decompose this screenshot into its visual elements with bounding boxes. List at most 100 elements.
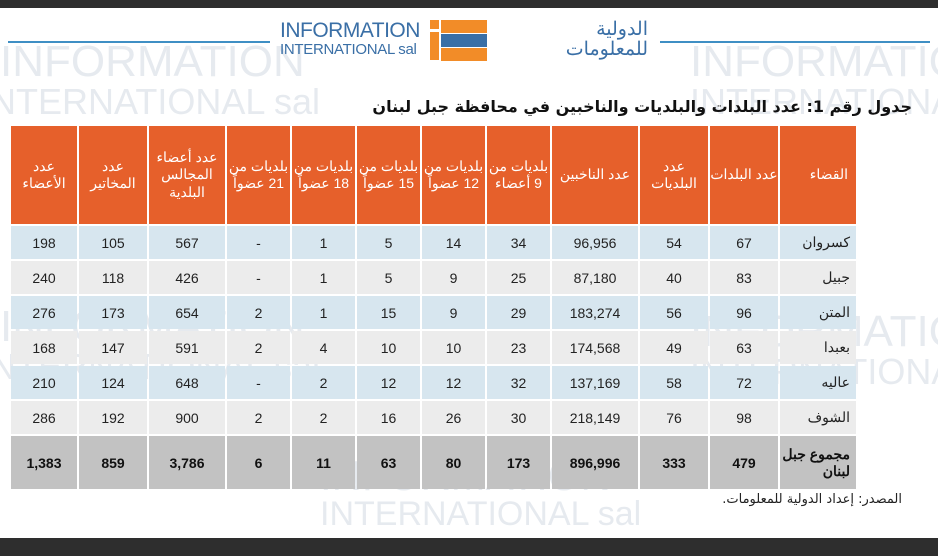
table-cell: 34 xyxy=(487,226,550,259)
table-cell: 210 xyxy=(11,366,77,399)
source-note: المصدر: إعداد الدولية للمعلومات. xyxy=(722,492,902,507)
column-header: بلديات من 15 عضواً xyxy=(357,126,420,224)
table-cell: 276 xyxy=(11,296,77,329)
table-cell: كسروان xyxy=(780,226,856,259)
table-cell: 49 xyxy=(640,331,708,364)
column-header: بلديات من 18 عضواً xyxy=(292,126,355,224)
table-row: عاليه 72 58 137,169 32 12 12 2 - 648 124… xyxy=(11,366,856,399)
logo-text-en: INFORMATION INTERNATIONAL sal xyxy=(280,19,420,58)
header-rule-left xyxy=(8,41,270,43)
table-cell: 1 xyxy=(292,261,355,294)
table-cell: 118 xyxy=(79,261,147,294)
table-cell: جبيل xyxy=(780,261,856,294)
bottom-border xyxy=(0,538,938,556)
table-cell: - xyxy=(227,261,290,294)
table-cell: 67 xyxy=(710,226,778,259)
table-cell: 174,568 xyxy=(552,331,638,364)
table-cell: 40 xyxy=(640,261,708,294)
table-cell: 1,383 xyxy=(11,436,77,489)
table-cell: 32 xyxy=(487,366,550,399)
table-cell: 96 xyxy=(710,296,778,329)
table-cell: 147 xyxy=(79,331,147,364)
table-cell: 286 xyxy=(11,401,77,434)
table-cell: 2 xyxy=(227,331,290,364)
table-cell: 426 xyxy=(149,261,225,294)
table-cell: 83 xyxy=(710,261,778,294)
table-cell: 76 xyxy=(640,401,708,434)
table-cell: 105 xyxy=(79,226,147,259)
column-header: عدد الأعضاء xyxy=(11,126,77,224)
table-cell: 23 xyxy=(487,331,550,364)
table-cell: 333 xyxy=(640,436,708,489)
table-cell: 56 xyxy=(640,296,708,329)
table-cell: 168 xyxy=(11,331,77,364)
table-cell: 25 xyxy=(487,261,550,294)
table-cell: بعبدا xyxy=(780,331,856,364)
table-cell: 2 xyxy=(227,296,290,329)
table-cell: 72 xyxy=(710,366,778,399)
table-cell: 218,149 xyxy=(552,401,638,434)
table-cell: 58 xyxy=(640,366,708,399)
table-cell: الشوف xyxy=(780,401,856,434)
table-cell: 192 xyxy=(79,401,147,434)
table-cell: 15 xyxy=(357,296,420,329)
total-row: مجموع جبل لبنان 479 333 896,996 173 80 6… xyxy=(11,436,856,489)
top-border xyxy=(0,0,938,8)
table-cell: 9 xyxy=(422,296,485,329)
table-cell: 648 xyxy=(149,366,225,399)
header-rule-right xyxy=(660,41,930,43)
table-cell: 63 xyxy=(710,331,778,364)
table-row: كسروان 67 54 96,956 34 14 5 1 - 567 105 … xyxy=(11,226,856,259)
table-cell: 173 xyxy=(79,296,147,329)
column-header: عدد أعضاء المجالس البلدية xyxy=(149,126,225,224)
table-cell: المتن xyxy=(780,296,856,329)
table-cell: - xyxy=(227,366,290,399)
table-cell: 96,956 xyxy=(552,226,638,259)
column-header: بلديات من 9 أعضاء xyxy=(487,126,550,224)
table-cell: 29 xyxy=(487,296,550,329)
table-cell: 896,996 xyxy=(552,436,638,489)
table-cell: 900 xyxy=(149,401,225,434)
table-cell: 137,169 xyxy=(552,366,638,399)
table-cell: 1 xyxy=(292,226,355,259)
logo-icon xyxy=(430,20,487,61)
table-cell: 26 xyxy=(422,401,485,434)
table-cell: 11 xyxy=(292,436,355,489)
table-row: المتن 96 56 183,274 29 9 15 1 2 654 173 … xyxy=(11,296,856,329)
column-header: القضاء xyxy=(780,126,856,224)
table-row: بعبدا 63 49 174,568 23 10 10 4 2 591 147… xyxy=(11,331,856,364)
logo-text-ar: الدولية للمعلومات xyxy=(565,18,648,60)
table-cell: 567 xyxy=(149,226,225,259)
table-row: جبيل 83 40 87,180 25 9 5 1 - 426 118 240 xyxy=(11,261,856,294)
table-cell: 63 xyxy=(357,436,420,489)
column-header: عدد الناخبين xyxy=(552,126,638,224)
table-cell: 30 xyxy=(487,401,550,434)
table-cell: 1 xyxy=(292,296,355,329)
table-row: الشوف 98 76 218,149 30 26 16 2 2 900 192… xyxy=(11,401,856,434)
table-cell: 6 xyxy=(227,436,290,489)
table-cell: 14 xyxy=(422,226,485,259)
table-cell: 2 xyxy=(292,401,355,434)
data-table: القضاء عدد البلدات عدد البلديات عدد النا… xyxy=(9,124,858,491)
table-cell: 5 xyxy=(357,261,420,294)
table-cell: 3,786 xyxy=(149,436,225,489)
table-cell: 16 xyxy=(357,401,420,434)
table-cell: 54 xyxy=(640,226,708,259)
table-cell: 173 xyxy=(487,436,550,489)
table-cell: 2 xyxy=(292,366,355,399)
table-cell: 80 xyxy=(422,436,485,489)
table-cell: 12 xyxy=(422,366,485,399)
column-header: عدد البلدات xyxy=(710,126,778,224)
table-cell: 87,180 xyxy=(552,261,638,294)
table-cell: 9 xyxy=(422,261,485,294)
table-cell: 5 xyxy=(357,226,420,259)
header-row: القضاء عدد البلدات عدد البلديات عدد النا… xyxy=(11,126,856,224)
table-cell: 124 xyxy=(79,366,147,399)
column-header: عدد المخاتير xyxy=(79,126,147,224)
table-cell: مجموع جبل لبنان xyxy=(780,436,856,489)
table-cell: - xyxy=(227,226,290,259)
table-cell: 2 xyxy=(227,401,290,434)
table-cell: 12 xyxy=(357,366,420,399)
table-cell: 591 xyxy=(149,331,225,364)
